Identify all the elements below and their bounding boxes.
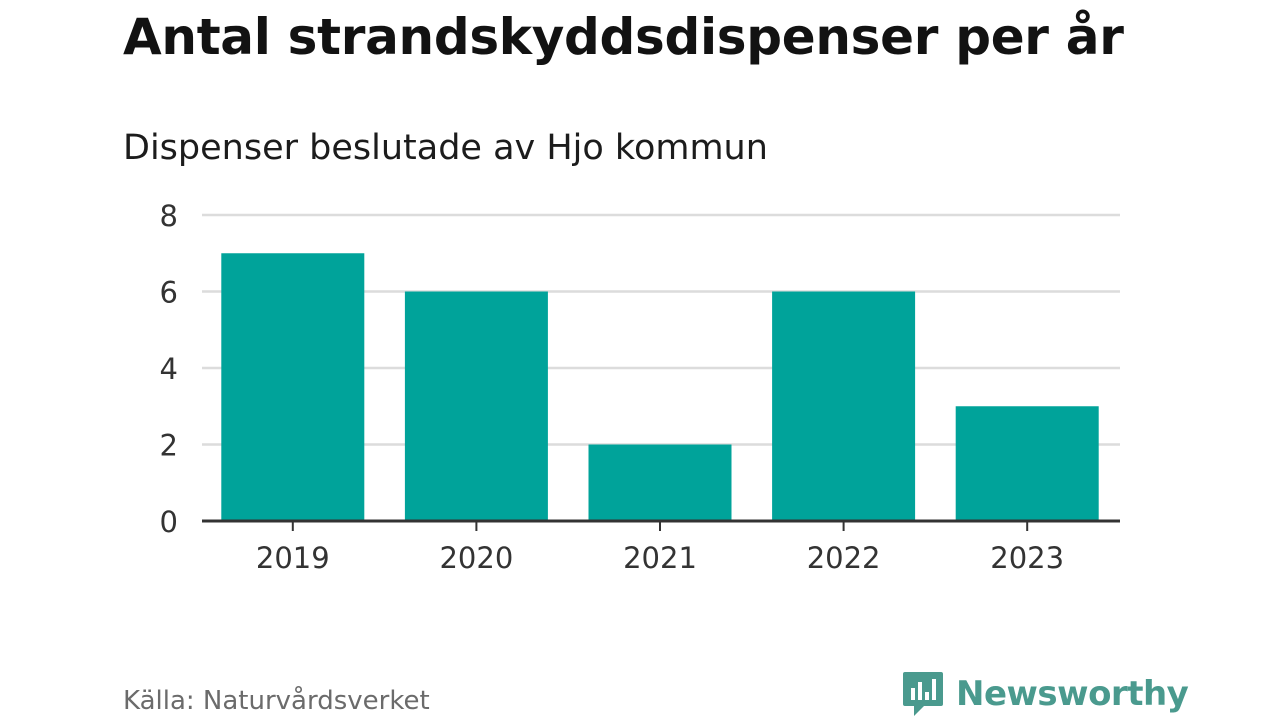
chart-title: Antal strandskyddsdispenser per år <box>123 8 1124 66</box>
y-tick-label: 2 <box>160 429 178 463</box>
bar <box>588 444 732 521</box>
bar <box>404 291 548 521</box>
x-tick-label: 2021 <box>623 541 697 575</box>
bar <box>221 253 365 521</box>
x-tick-label: 2023 <box>990 541 1064 575</box>
chart-subtitle: Dispenser beslutade av Hjo kommun <box>123 128 768 168</box>
y-tick-label: 8 <box>160 199 178 233</box>
x-tick-label: 2022 <box>807 541 881 575</box>
newsworthy-logo-icon <box>903 672 943 716</box>
y-tick-label: 6 <box>160 276 178 310</box>
x-tick-label: 2020 <box>439 541 513 575</box>
y-tick-label: 4 <box>160 352 178 386</box>
brand-name: Newsworthy <box>956 674 1189 714</box>
x-tick-label: 2019 <box>256 541 330 575</box>
bar <box>772 291 916 521</box>
y-tick-label: 0 <box>160 505 178 539</box>
bar <box>955 406 1099 521</box>
source-note: Källa: Naturvårdsverket <box>123 686 430 716</box>
newsworthy-logo: Newsworthy <box>902 670 1189 718</box>
